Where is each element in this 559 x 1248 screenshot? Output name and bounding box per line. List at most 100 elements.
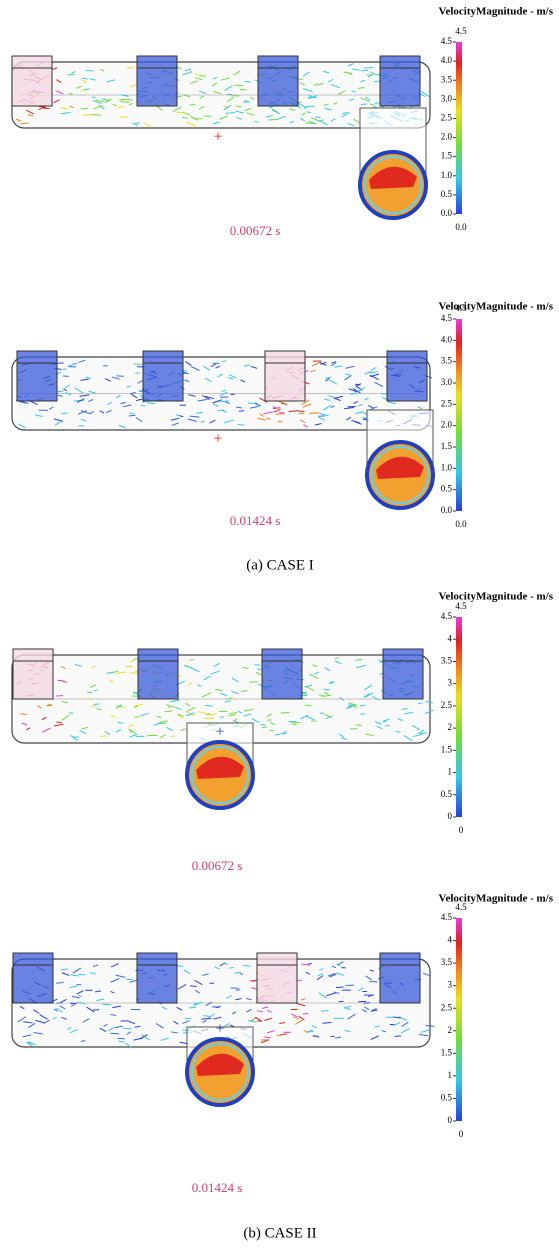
colorbar-min: 0 — [459, 825, 464, 835]
colorbar-tick-label: 1 — [448, 767, 453, 777]
flow-arrow — [225, 113, 234, 114]
colorbar-min: 0.0 — [455, 222, 467, 232]
flow-arrow — [323, 689, 330, 690]
flow-arrow — [348, 406, 356, 407]
flow-arrow — [352, 91, 356, 92]
flow-arrow — [236, 990, 240, 991]
cylinder — [387, 351, 427, 401]
time-label: 0.00672 s — [192, 858, 243, 873]
cylinder — [380, 953, 420, 1003]
colorbar-tick-label: 3.5 — [441, 356, 453, 366]
flow-arrow — [420, 733, 427, 734]
colorbar-tick-label: 0.5 — [441, 789, 453, 799]
colorbar-tick-label: 0.0 — [441, 208, 453, 218]
time-label: 0.01424 s — [230, 513, 281, 528]
colorbar-max: 4.5 — [455, 902, 467, 912]
flow-arrow — [94, 704, 100, 705]
colorbar-tick-label: 1.0 — [441, 462, 453, 472]
time-label: 0.00672 s — [230, 223, 281, 238]
cylinder — [137, 953, 177, 1003]
colorbar-tick-label: 1.5 — [441, 1047, 453, 1057]
colorbar-tick-label: 3.0 — [441, 377, 453, 387]
colorbar-tick-label: 1.0 — [441, 170, 453, 180]
colorbar-tick-label: 1 — [448, 1070, 453, 1080]
colorbar-tick-label: 4 — [448, 935, 453, 945]
flow-arrow — [276, 1035, 280, 1036]
marker: + — [213, 129, 222, 146]
flow-arrow — [323, 1023, 332, 1024]
cylinder — [258, 56, 298, 106]
colorbar — [456, 319, 462, 511]
panel: VelocityMagnitude - m/s4.54.543.532.521.… — [12, 893, 554, 1195]
flow-arrow — [364, 1003, 370, 1004]
flow-arrow — [222, 361, 227, 362]
colorbar-tick-label: 4.0 — [441, 334, 453, 344]
flow-arrow — [361, 104, 367, 105]
flow-arrow — [336, 987, 344, 988]
marker: + — [215, 1021, 224, 1038]
panel: VelocityMagnitude - m/s4.54.54.03.53.02.… — [12, 301, 554, 530]
colorbar-tick-label: 0 — [448, 1115, 453, 1125]
cylinder — [143, 351, 183, 401]
flow-arrow — [171, 736, 175, 737]
colorbar-max: 4.5 — [455, 601, 467, 611]
flow-arrow — [229, 967, 233, 968]
colorbar-tick-label: 3 — [448, 980, 453, 990]
cylinder — [138, 649, 178, 699]
flow-arrow — [306, 123, 314, 124]
colorbar-min: 0.0 — [455, 519, 467, 529]
flow-arrow — [370, 981, 378, 982]
flow-arrow — [190, 986, 197, 987]
flow-arrow — [126, 979, 133, 980]
flow-arrow — [308, 964, 313, 965]
cylinder — [262, 649, 302, 699]
colorbar-tick-label: 3.0 — [441, 93, 453, 103]
colorbar-tick-label: 2 — [448, 1025, 453, 1035]
colorbar-tick-label: 3.5 — [441, 656, 453, 666]
colorbar-tick-label: 4.5 — [441, 611, 453, 621]
colorbar-tick-label: 4 — [448, 633, 453, 643]
colorbar-tick-label: 3 — [448, 678, 453, 688]
flow-arrow — [189, 104, 195, 105]
flow-arrow — [168, 706, 174, 707]
flow-arrow — [281, 713, 290, 714]
cylinder — [380, 56, 420, 106]
flow-arrow — [361, 70, 369, 71]
cylinder — [17, 351, 57, 401]
cylinder — [257, 953, 297, 1003]
flow-arrow — [199, 76, 206, 77]
flow-arrow — [248, 403, 253, 404]
flow-arrow — [134, 717, 139, 718]
colorbar-title: VelocityMagnitude - m/s — [439, 6, 554, 18]
colorbar-tick-label: 4.5 — [441, 313, 453, 323]
colorbar-tick-label: 0.5 — [441, 484, 453, 494]
cylinder — [13, 649, 53, 699]
colorbar-tick-label: 2.0 — [441, 420, 453, 430]
colorbar — [456, 42, 462, 214]
flow-arrow — [86, 71, 94, 72]
cylinder — [13, 953, 53, 1003]
flow-arrow — [165, 711, 173, 712]
colorbar-max: 4.5 — [455, 26, 467, 36]
flow-arrow — [356, 725, 362, 726]
colorbar-tick-label: 2.5 — [441, 398, 453, 408]
colorbar — [456, 918, 462, 1121]
colorbar-tick-label: 2 — [448, 722, 453, 732]
colorbar-tick-label: 2.0 — [441, 132, 453, 142]
time-label: 0.01424 s — [192, 1180, 243, 1195]
flow-arrow — [123, 1028, 132, 1029]
colorbar-tick-label: 0.5 — [441, 1093, 453, 1103]
flow-arrow — [364, 68, 373, 69]
colorbar-tick-label: 0 — [448, 811, 453, 821]
colorbar-tick-label: 1.5 — [441, 441, 453, 451]
colorbar-tick-label: 2.5 — [441, 113, 453, 123]
caption: (a) CASE I — [246, 557, 314, 573]
figure: (a) CASE I (b) CASE II VelocityMagnitude… — [0, 0, 559, 1248]
flow-arrow — [129, 673, 137, 674]
colorbar-tick-label: 3.5 — [441, 74, 453, 84]
flow-arrow — [395, 1036, 401, 1037]
colorbar-tick-label: 4.5 — [441, 36, 453, 46]
colorbar-tick-label: 2.5 — [441, 700, 453, 710]
caption: (b) CASE II — [243, 1225, 316, 1241]
cylinder — [383, 649, 423, 699]
